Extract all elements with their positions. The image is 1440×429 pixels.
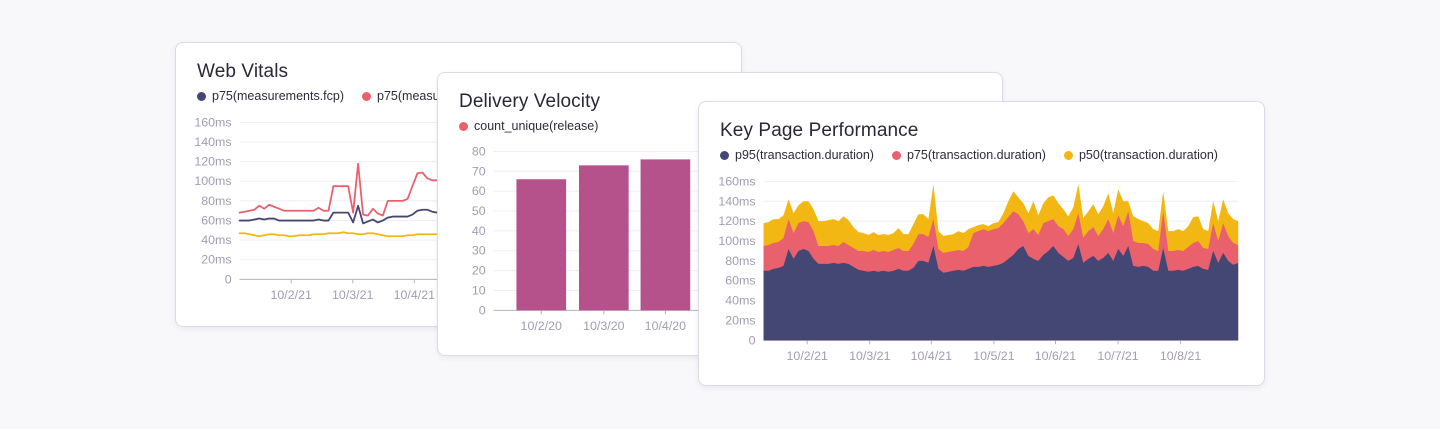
legend-swatch-icon [197,91,206,101]
area-series [763,243,1239,341]
y-axis-label: 0 [749,333,756,347]
bar[interactable] [579,165,629,311]
y-axis-label: 160ms [718,174,755,188]
legend-swatch-icon [720,150,729,160]
series-line [238,204,439,225]
x-axis-label: 10/3/21 [332,288,373,302]
y-axis-label: 100ms [718,234,755,248]
bar[interactable] [516,179,567,311]
y-axis-label: 60 [472,184,486,198]
x-axis-label: 10/7/21 [1097,349,1138,363]
legend-label: p75(transaction.duration) [906,148,1046,162]
y-axis-label: 0 [225,272,232,286]
key-page-performance-card[interactable]: Key Page Performance p95(transaction.dur… [698,101,1265,386]
bar[interactable] [640,159,691,311]
legend-key-page-performance: p95(transaction.duration) p75(transaction… [720,148,1218,162]
legend-swatch-icon [459,121,468,131]
y-axis-label: 10 [472,283,486,297]
legend-item[interactable]: p75(measurements.fcp) [197,89,344,103]
x-axis-label: 10/6/21 [1035,349,1076,363]
y-axis-label: 40ms [201,233,231,247]
y-axis-label: 50 [472,204,486,218]
x-axis-label: 10/2/21 [787,349,828,363]
y-axis-label: 80ms [725,254,755,268]
y-axis-label: 40 [472,224,486,238]
x-axis-label: 10/4/20 [645,319,686,333]
y-axis-label: 120ms [194,155,231,169]
legend-item[interactable]: count_unique(release) [459,119,598,133]
x-axis-label: 10/2/21 [270,288,311,302]
legend-item[interactable]: p75(transaction.duration) [891,148,1046,162]
legend-label: count_unique(release) [474,119,599,133]
y-axis-label: 30 [472,244,486,258]
y-axis-label: 80ms [201,194,231,208]
legend-swatch-icon [362,91,372,101]
x-axis-label: 10/2/20 [521,319,562,333]
y-axis-label: 20ms [725,313,755,327]
y-axis-label: 120ms [718,214,755,228]
y-axis-label: 140ms [718,194,755,208]
y-axis-label: 70 [472,164,486,178]
legend-label: p50(transaction.duration) [1078,148,1218,162]
x-axis-label: 10/4/21 [394,288,435,302]
series-line [238,231,439,238]
x-axis-label: 10/3/20 [583,319,624,333]
y-axis-label: 80 [472,144,486,158]
legend-item[interactable]: p95(transaction.duration) [720,148,874,162]
y-axis-label: 60ms [725,274,755,288]
x-axis-label: 10/8/21 [1160,349,1201,363]
legend-item[interactable]: p50(transaction.duration) [1063,148,1218,162]
legend-delivery-velocity: count_unique(release) [459,119,598,133]
legend-swatch-icon [1063,150,1073,160]
y-axis-label: 0 [479,303,486,317]
y-axis-label: 20ms [201,253,231,267]
key-page-performance-chart[interactable]: 160ms 140ms 120ms 100ms 80ms 60ms 40ms 20ms 0 10/… [699,102,1264,385]
legend-swatch-icon [891,150,901,160]
legend-label: p75(measurements.fcp) [212,89,345,103]
series-line [238,162,439,217]
legend-label: p95(transaction.duration) [735,148,874,162]
x-axis-label: 10/4/21 [911,349,952,363]
chart-title-delivery-velocity: Delivery Velocity [459,91,601,112]
y-axis-label: 60ms [201,213,231,227]
y-axis-label: 100ms [194,174,231,188]
x-axis-label: 10/3/21 [849,349,890,363]
y-axis-label: 160ms [194,115,231,129]
y-axis-label: 40ms [725,294,755,308]
x-axis-label: 10/5/21 [973,349,1014,363]
chart-title-web-vitals: Web Vitals [197,61,289,82]
y-axis-label: 140ms [194,135,231,149]
chart-title-key-page-performance: Key Page Performance [720,120,919,141]
y-axis-label: 20 [472,264,486,278]
